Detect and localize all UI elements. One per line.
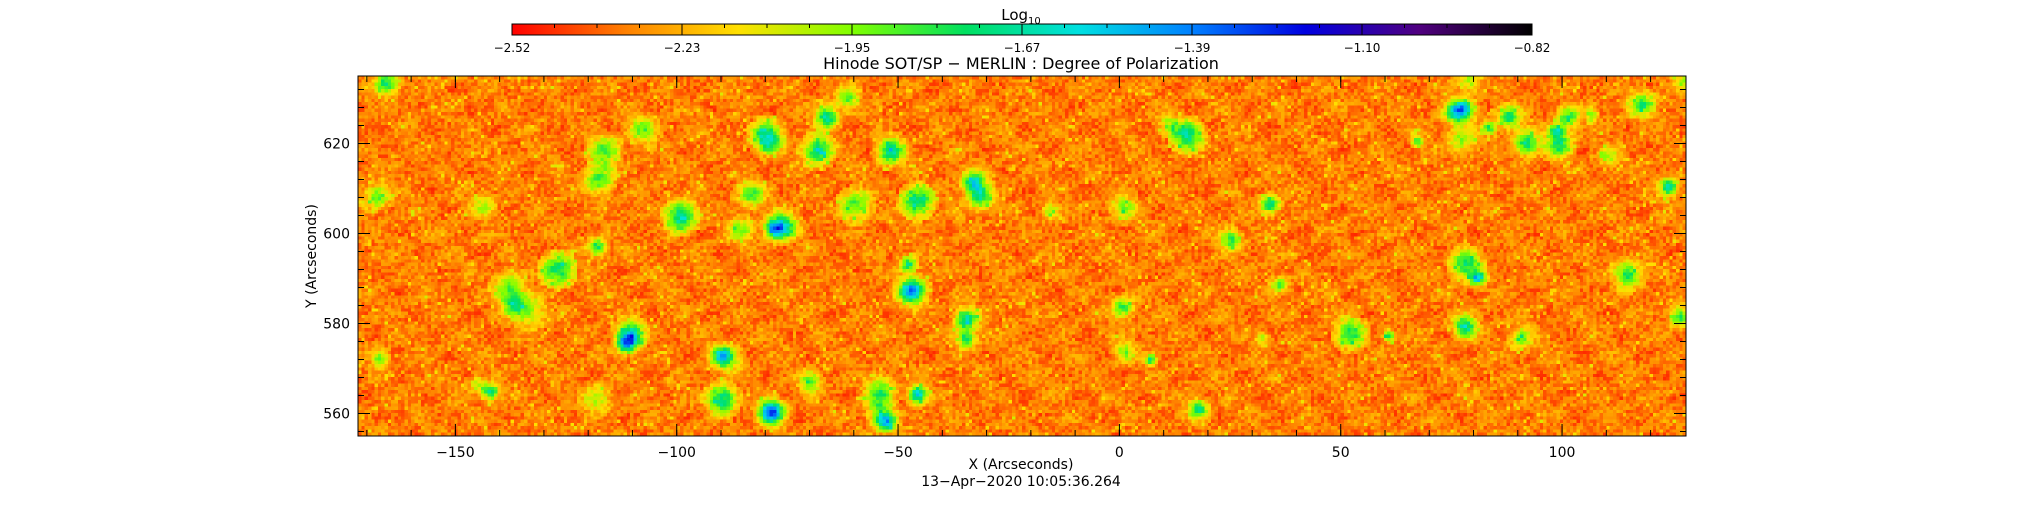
colorbar-tick-label: −2.23 [664,41,701,55]
x-tick-label: −50 [883,445,913,461]
polarization-heatmap [358,76,1686,436]
plot-frame [357,75,1687,437]
colorbar-title: Log10 [1001,6,1041,27]
y-axis-ticks: 560 580 600 620 [323,89,1686,432]
x-tick-label: 0 [1115,445,1124,461]
chart-title: Hinode SOT/SP − MERLIN : Degree of Polar… [823,54,1219,73]
colorbar-tick-label: −1.10 [1344,41,1381,55]
heatmap-image [358,76,1686,436]
x-tick-label: 50 [1332,445,1350,461]
colorbar-tick-label: −0.82 [1514,41,1551,55]
y-axis-label: Y (Arcseconds) [304,204,320,309]
x-axis-ticks: −150 −100 −50 0 50 100 [366,76,1652,461]
y-tick-label: 600 [323,227,350,243]
y-tick-label: 580 [323,317,350,333]
colorbar-tick-label: −1.67 [1004,41,1041,55]
x-tick-label: −100 [657,445,695,461]
x-tick-label: −150 [436,445,474,461]
x-tick-label: 100 [1549,445,1576,461]
timestamp: 13−Apr−2020 10:05:36.264 [921,474,1121,490]
y-tick-label: 620 [323,137,350,153]
y-tick-label: 560 [323,407,350,423]
colorbar-tick-labels: −2.52 −2.23 −1.95 −1.67 −1.39 −1.10 −0.82 [494,41,1551,55]
colorbar-tick-label: −2.52 [494,41,531,55]
colorbar-tick-label: −1.39 [1174,41,1211,55]
x-axis-label: X (Arcseconds) [969,457,1074,473]
colorbar-tick-label: −1.95 [834,41,871,55]
colorbar-ticks [511,24,1533,35]
